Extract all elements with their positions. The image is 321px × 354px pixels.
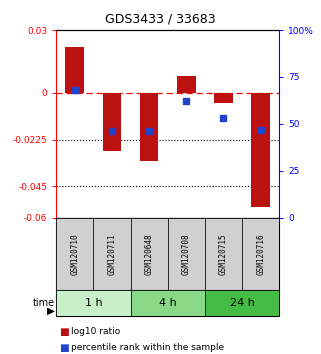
- Text: ■: ■: [59, 327, 69, 337]
- Bar: [131, 290, 205, 316]
- Bar: [168, 218, 205, 290]
- Text: 1 h: 1 h: [84, 298, 102, 308]
- Text: GSM120716: GSM120716: [256, 233, 265, 275]
- Text: GDS3433 / 33683: GDS3433 / 33683: [105, 12, 216, 25]
- Bar: [56, 290, 131, 316]
- Bar: [65, 47, 84, 93]
- Text: GSM120711: GSM120711: [108, 233, 117, 275]
- Text: GSM120715: GSM120715: [219, 233, 228, 275]
- Text: GSM120710: GSM120710: [70, 233, 79, 275]
- Text: 24 h: 24 h: [230, 298, 255, 308]
- Bar: [214, 93, 233, 103]
- Bar: [131, 218, 168, 290]
- Text: GSM120648: GSM120648: [145, 233, 154, 275]
- Text: percentile rank within the sample: percentile rank within the sample: [71, 343, 224, 352]
- Text: ■: ■: [59, 343, 69, 353]
- Text: time: time: [32, 298, 55, 308]
- Bar: [205, 218, 242, 290]
- Bar: [103, 93, 121, 151]
- Bar: [56, 218, 93, 290]
- Bar: [251, 93, 270, 207]
- Bar: [242, 218, 279, 290]
- Bar: [93, 218, 131, 290]
- Text: ▶: ▶: [47, 306, 55, 316]
- Text: GSM120708: GSM120708: [182, 233, 191, 275]
- Bar: [177, 76, 195, 93]
- Text: log10 ratio: log10 ratio: [71, 327, 120, 336]
- Text: 4 h: 4 h: [159, 298, 177, 308]
- Bar: [140, 93, 159, 161]
- Bar: [205, 290, 279, 316]
